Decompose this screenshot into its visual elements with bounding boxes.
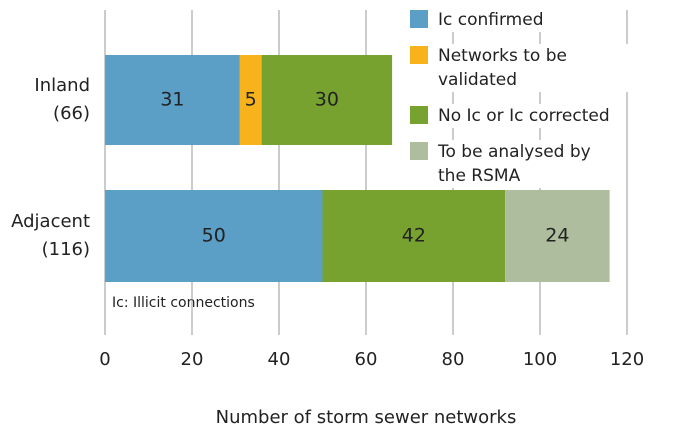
x-tick-label: 120 [610,349,644,370]
data-label: 42 [402,225,426,247]
bar-segment [239,55,262,145]
y-tick-label: (116) [42,239,90,260]
legend-item: To be analysed by the RSMA [410,140,652,188]
legend-label: No Ic or Ic corrected [438,104,614,128]
x-tick-label: 80 [442,349,465,370]
bar-segment [105,190,323,282]
legend-item: Ic confirmed [410,8,652,32]
legend-swatch [410,142,428,160]
bar-segment [505,190,610,282]
bar-segment [322,190,506,282]
y-tick-label: (66) [53,103,90,124]
data-label: 31 [160,89,184,111]
legend-label: To be analysed by the RSMA [438,140,612,188]
legend-item: No Ic or Ic corrected [410,104,652,128]
bar-segment [261,55,393,145]
legend-swatch [410,106,428,124]
legend-swatch [410,10,428,28]
data-label: 24 [545,225,569,247]
x-tick-label: 20 [181,349,204,370]
data-label: 30 [315,89,339,111]
bar-segment [105,55,240,145]
x-tick-label: 60 [355,349,378,370]
x-tick-label: 0 [99,349,110,370]
legend-label: Ic confirmed [438,8,548,32]
annotation: Ic: Illicit connections [112,295,255,311]
y-tick-label: Adjacent [11,211,90,232]
x-axis-label: Number of storm sewer networks [216,407,517,428]
legend-item: Networks to be validated [410,44,652,92]
y-tick-label: Inland [34,75,90,96]
legend-swatch [410,46,428,64]
data-label: 5 [245,89,257,111]
legend: Ic confirmed Networks to be validated No I… [410,8,652,200]
data-label: 50 [202,225,226,247]
x-tick-label: 40 [268,349,291,370]
x-tick-label: 100 [523,349,557,370]
legend-label: Networks to be validated [438,44,652,92]
